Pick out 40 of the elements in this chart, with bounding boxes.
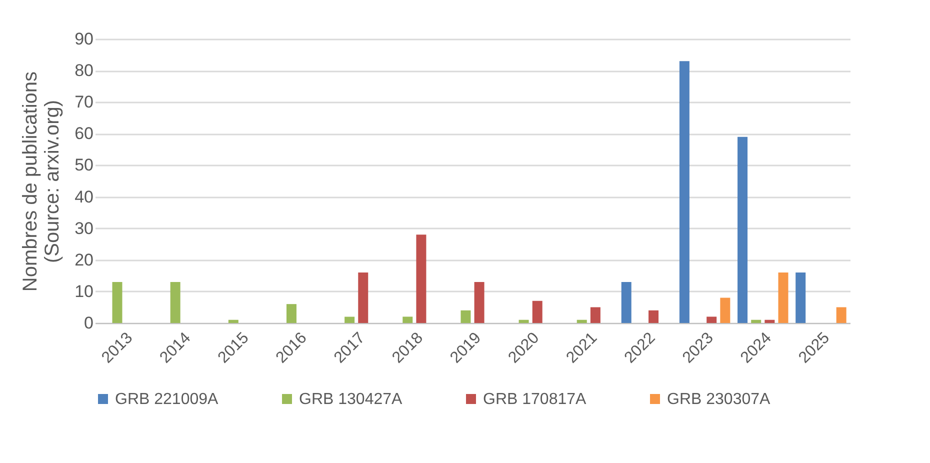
bar <box>621 282 632 323</box>
bar <box>518 320 529 323</box>
legend-label: GRB 221009A <box>115 391 219 408</box>
bar <box>576 320 587 323</box>
y-tick-label: 60 <box>74 124 94 144</box>
bar <box>228 320 238 323</box>
bar <box>416 234 426 323</box>
bar <box>778 272 788 323</box>
bar <box>402 316 413 323</box>
bar <box>112 282 122 323</box>
y-tick-label: 70 <box>74 92 94 112</box>
bar <box>836 307 846 323</box>
bar <box>706 316 717 323</box>
legend-label: GRB 230307A <box>667 391 771 408</box>
bar <box>679 61 690 323</box>
bar <box>460 310 471 323</box>
bar <box>344 316 355 323</box>
y-tick-label: 40 <box>74 187 94 206</box>
bar <box>358 272 368 323</box>
bar <box>764 320 775 323</box>
y-tick-label: 80 <box>74 61 94 80</box>
bar <box>170 282 180 323</box>
y-axis-title: Nombres de publications (Source: arxiv.org) <box>20 71 64 292</box>
y-tick-label: 90 <box>74 30 94 48</box>
bar <box>648 310 659 323</box>
bar <box>286 304 296 323</box>
y-tick-label: 10 <box>74 282 94 301</box>
bar <box>720 298 730 323</box>
bar <box>738 136 748 323</box>
bar <box>590 307 600 323</box>
bar <box>532 300 542 323</box>
y-tick-label: 30 <box>74 218 94 238</box>
legend-label: GRB 170817A <box>483 391 587 408</box>
bar <box>751 320 762 323</box>
bar <box>474 282 484 323</box>
y-tick-label: 20 <box>74 250 94 270</box>
legend-label: GRB 130427A <box>299 391 403 408</box>
y-tick-label: 0 <box>84 314 94 332</box>
y-tick-label: 50 <box>74 156 94 175</box>
bar <box>796 272 806 323</box>
